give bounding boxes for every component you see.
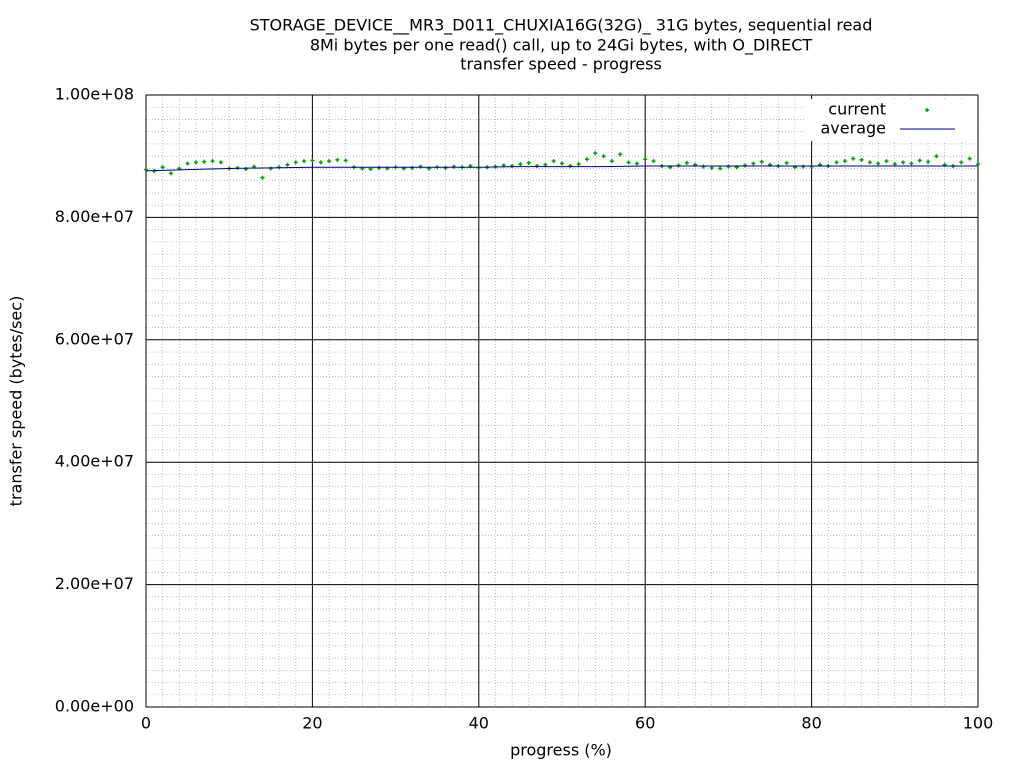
data-point <box>884 159 889 164</box>
data-point <box>842 159 847 164</box>
data-point <box>901 160 906 165</box>
legend-box <box>805 99 975 141</box>
data-point <box>451 164 456 169</box>
data-point <box>851 156 856 161</box>
data-point <box>584 157 589 162</box>
y-axis-label: transfer speed (bytes/sec) <box>7 296 26 507</box>
data-point <box>743 163 748 168</box>
legend-label: average <box>821 119 887 138</box>
data-point <box>160 165 165 170</box>
data-point <box>168 171 173 176</box>
legend-marker <box>925 108 929 112</box>
x-tick-label: 80 <box>801 714 821 733</box>
data-point <box>551 159 556 164</box>
data-point <box>601 154 606 159</box>
legend-label: current <box>828 100 886 119</box>
data-point <box>410 165 415 170</box>
x-tick-label: 100 <box>963 714 994 733</box>
data-point <box>343 158 348 163</box>
data-point <box>926 159 931 164</box>
data-point <box>634 161 639 166</box>
data-point <box>318 160 323 165</box>
data-point <box>976 162 980 167</box>
data-point <box>210 159 215 164</box>
x-tick-label: 0 <box>141 714 151 733</box>
data-point <box>535 163 540 168</box>
data-point <box>609 159 614 164</box>
data-point <box>859 157 864 162</box>
data-point <box>518 162 523 167</box>
data-point <box>327 159 332 164</box>
data-point <box>759 159 764 164</box>
data-point <box>959 160 964 165</box>
data-point <box>784 160 789 165</box>
data-point <box>560 161 564 166</box>
data-point <box>809 164 814 169</box>
data-point <box>302 159 307 164</box>
data-point <box>310 158 315 163</box>
data-point <box>443 165 448 170</box>
data-point <box>293 160 298 165</box>
plot-frame <box>145 94 979 708</box>
data-point <box>967 156 972 161</box>
data-point <box>185 161 190 166</box>
data-point <box>626 160 631 165</box>
data-point <box>867 160 872 165</box>
data-point <box>934 154 939 159</box>
x-axis-label: progress (%) <box>510 741 612 760</box>
data-point <box>144 167 148 172</box>
data-point <box>510 163 515 168</box>
data-point <box>418 164 423 169</box>
data-point <box>909 161 914 166</box>
data-point <box>218 160 223 165</box>
chart-subtitle: 8Mi bytes per one read() call, up to 24G… <box>310 36 813 56</box>
data-point <box>368 167 373 172</box>
data-point <box>701 164 706 169</box>
data-point <box>618 152 623 157</box>
average-line <box>145 165 978 172</box>
data-point <box>892 162 897 167</box>
chart-title: STORAGE_DEVICE__MR3_D011_CHUXIA16G(32G)_… <box>250 16 873 36</box>
y-tick-label: 1.00e+08 <box>55 85 134 104</box>
y-tick-label: 2.00e+07 <box>55 574 134 593</box>
data-point <box>709 165 714 170</box>
x-tick-label: 40 <box>469 714 489 733</box>
data-point <box>260 175 265 180</box>
data-point <box>651 159 656 164</box>
chart-subtitle: transfer speed - progress <box>460 55 662 74</box>
data-point <box>801 164 806 169</box>
data-point <box>726 164 731 169</box>
data-point <box>526 160 531 165</box>
x-tick-label: 20 <box>302 714 322 733</box>
data-point <box>568 163 573 168</box>
data-point <box>643 157 648 162</box>
data-point <box>576 162 581 167</box>
data-point <box>676 163 681 168</box>
data-point <box>376 165 381 170</box>
data-point <box>243 167 248 172</box>
y-tick-label: 6.00e+07 <box>55 329 134 348</box>
data-point <box>335 157 340 162</box>
x-tick-label: 60 <box>635 714 655 733</box>
data-point <box>285 162 290 167</box>
data-point <box>834 160 839 165</box>
data-point <box>751 161 756 166</box>
data-point <box>593 151 598 156</box>
data-point <box>268 166 273 171</box>
data-point <box>476 165 481 170</box>
data-point <box>917 158 922 163</box>
data-point <box>718 166 723 171</box>
data-point <box>876 161 881 166</box>
data-point <box>684 160 689 165</box>
data-point <box>543 162 548 167</box>
data-point <box>202 159 207 164</box>
y-tick-label: 8.00e+07 <box>55 207 134 226</box>
y-tick-label: 4.00e+07 <box>55 452 134 471</box>
data-point <box>193 160 198 165</box>
y-tick-label: 0.00e+00 <box>55 697 134 716</box>
